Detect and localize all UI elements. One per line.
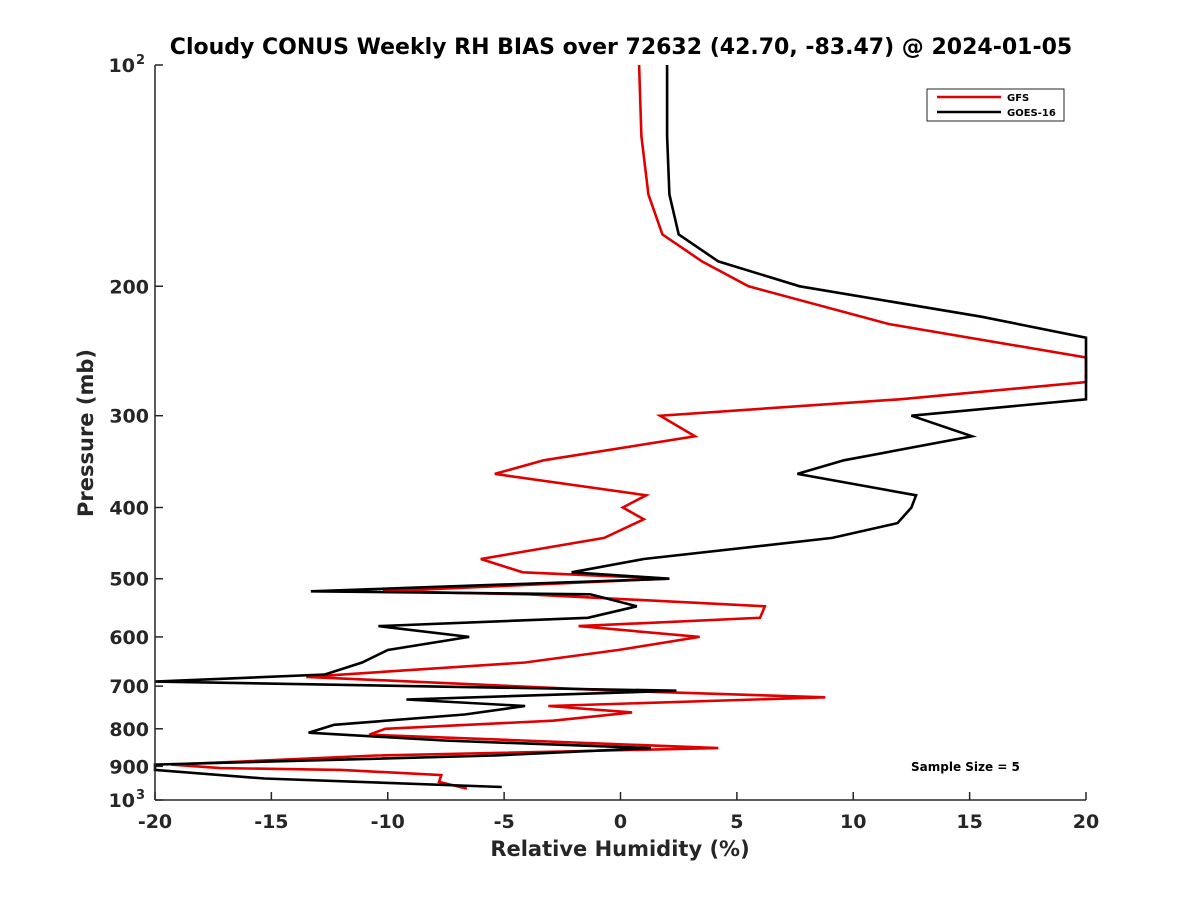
legend-box [926,88,1065,122]
y-tick-label: 200 [109,276,149,298]
legend-label-gfs: GFS [1007,93,1029,104]
y-tick-label: 500 [109,569,149,591]
y-axis-label: Pressure (mb) [74,349,98,517]
x-tick-label: -20 [138,811,172,833]
x-tick-label: -10 [371,811,405,833]
y-tick-label: 10 [109,790,135,812]
y-tick-exponent: 2 [136,53,145,68]
y-tick-label: 400 [109,498,149,520]
y-tick-exponent: 3 [136,788,145,803]
legend-label-goes16: GOES-16 [1007,108,1056,119]
x-tick-label: 15 [956,811,982,833]
series-line-gfs [171,64,1088,790]
x-axis-ticks: -20 -15 -10 -5 0 5 10 15 20 [138,792,1099,833]
chart-title: Cloudy CONUS Weekly RH BIAS over 72632 (… [170,35,1072,60]
sample-size-annotation: Sample Size = 5 [911,760,1020,774]
y-tick-label: 300 [109,406,149,428]
y-tick-label: 700 [109,676,149,698]
y-tick-label: 800 [109,719,149,741]
x-tick-label: 0 [614,811,627,833]
series-line-goes-16 [153,65,1088,789]
y-tick-label: 600 [109,627,149,649]
series-layer [153,64,1088,790]
x-tick-label: 20 [1073,811,1099,833]
legend: GFS GOES-16 [926,88,1065,122]
x-tick-label: 10 [840,811,866,833]
y-tick-label: 900 [109,756,149,778]
x-tick-label: -15 [254,811,288,833]
x-tick-label: 5 [730,811,743,833]
x-tick-label: -5 [494,811,515,833]
y-tick-label: 10 [109,55,135,77]
x-axis-label: Relative Humidity (%) [490,837,749,861]
